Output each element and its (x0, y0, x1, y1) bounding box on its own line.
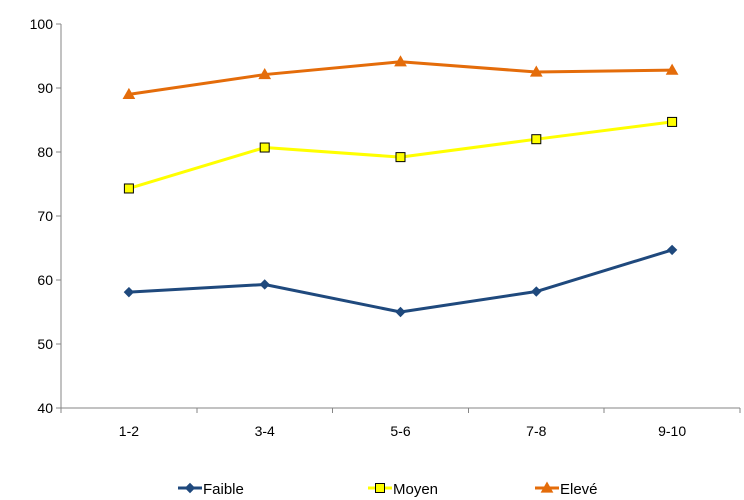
y-tick-label: 90 (37, 80, 53, 96)
data-point (258, 68, 272, 80)
data-point (395, 152, 406, 163)
y-tick-label: 70 (37, 208, 53, 224)
legend-swatch-marker (375, 483, 385, 493)
data-point (531, 286, 542, 297)
y-tick-label: 60 (37, 272, 53, 288)
y-tick-label: 50 (37, 336, 53, 352)
x-tick-label: 1-2 (119, 423, 139, 439)
series-1 (123, 116, 678, 194)
data-point (395, 306, 406, 318)
chart-legend: Faible Moyen Elevé (178, 481, 598, 498)
data-point (531, 134, 542, 145)
data-point (259, 279, 270, 290)
chart-series (122, 55, 679, 318)
data-point (667, 116, 678, 127)
series-2 (122, 55, 679, 100)
series-0 (123, 244, 678, 318)
data-point (665, 63, 679, 75)
y-tick-label: 100 (30, 16, 54, 32)
data-point (123, 183, 134, 194)
data-point (529, 65, 543, 77)
data-point (259, 142, 270, 153)
legend-item: Faible (178, 481, 244, 498)
x-tick-label: 9-10 (658, 423, 686, 439)
y-tick-label: 40 (37, 400, 53, 416)
data-point (123, 286, 135, 298)
legend-swatch-marker (184, 482, 196, 494)
data-point (122, 87, 136, 100)
data-point (394, 55, 407, 67)
series-line (128, 248, 673, 314)
legend-label: Faible (203, 481, 244, 498)
chart-axes: 40 50 60 70 80 90 100 1-2 3-4 5-6 7-8 9-10 (30, 16, 741, 439)
legend-label: Elevé (560, 481, 598, 498)
x-tick-label: 5-6 (390, 423, 410, 439)
y-tick-label: 80 (37, 144, 53, 160)
legend-swatch-marker (540, 481, 554, 493)
data-point (666, 244, 678, 256)
legend-item: Elevé (535, 481, 598, 498)
legend-item: Moyen (368, 481, 438, 498)
x-tick-label: 7-8 (526, 423, 546, 439)
series-line (128, 60, 673, 96)
legend-label: Moyen (393, 481, 438, 498)
x-tick-label: 3-4 (255, 423, 275, 439)
